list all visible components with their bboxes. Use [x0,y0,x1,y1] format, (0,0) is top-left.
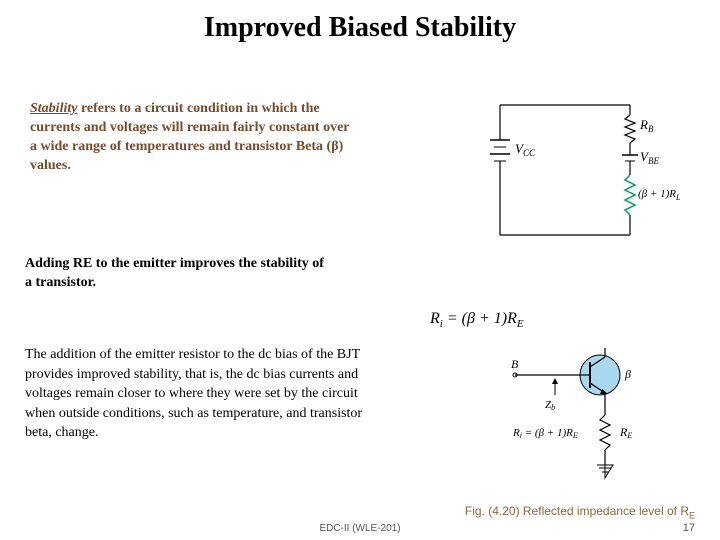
explanation-text: The addition of the emitter resistor to … [25,345,365,443]
page-title: Improved Biased Stability [0,0,720,44]
footer-course-code: EDC-II (WLE-201) [319,523,400,534]
ri-label: Ri = (β + 1)RE [512,427,578,440]
reflected-impedance-equation: Ri = (β + 1)RE [430,310,524,330]
b-label: B [511,357,519,371]
figure-caption: Fig. (4.20) Reflected impedance level of… [465,504,695,520]
definition-block: Stability refers to a circuit condition … [30,100,350,176]
circuit-diagram-bottom: B β Ri = (β + 1)RE RE Zb [505,340,685,490]
zb-label: Zb [545,399,555,412]
rl-label: (β + 1)RL [638,188,681,202]
circuit-diagram-top: VCC RB VBE (β + 1)RL [480,85,690,250]
rb-label: RB [639,117,654,134]
definition-rest: refers to a circuit condition in which t… [30,101,349,173]
vcc-label: VCC [515,141,536,158]
definition-lead: Stability [30,101,77,116]
adding-re-text: Adding RE to the emitter improves the st… [25,255,325,293]
re-label: RE [619,425,632,440]
footer-page-number: 17 [683,522,695,534]
vbe-label: VBE [640,149,659,166]
beta-label: β [624,367,631,381]
